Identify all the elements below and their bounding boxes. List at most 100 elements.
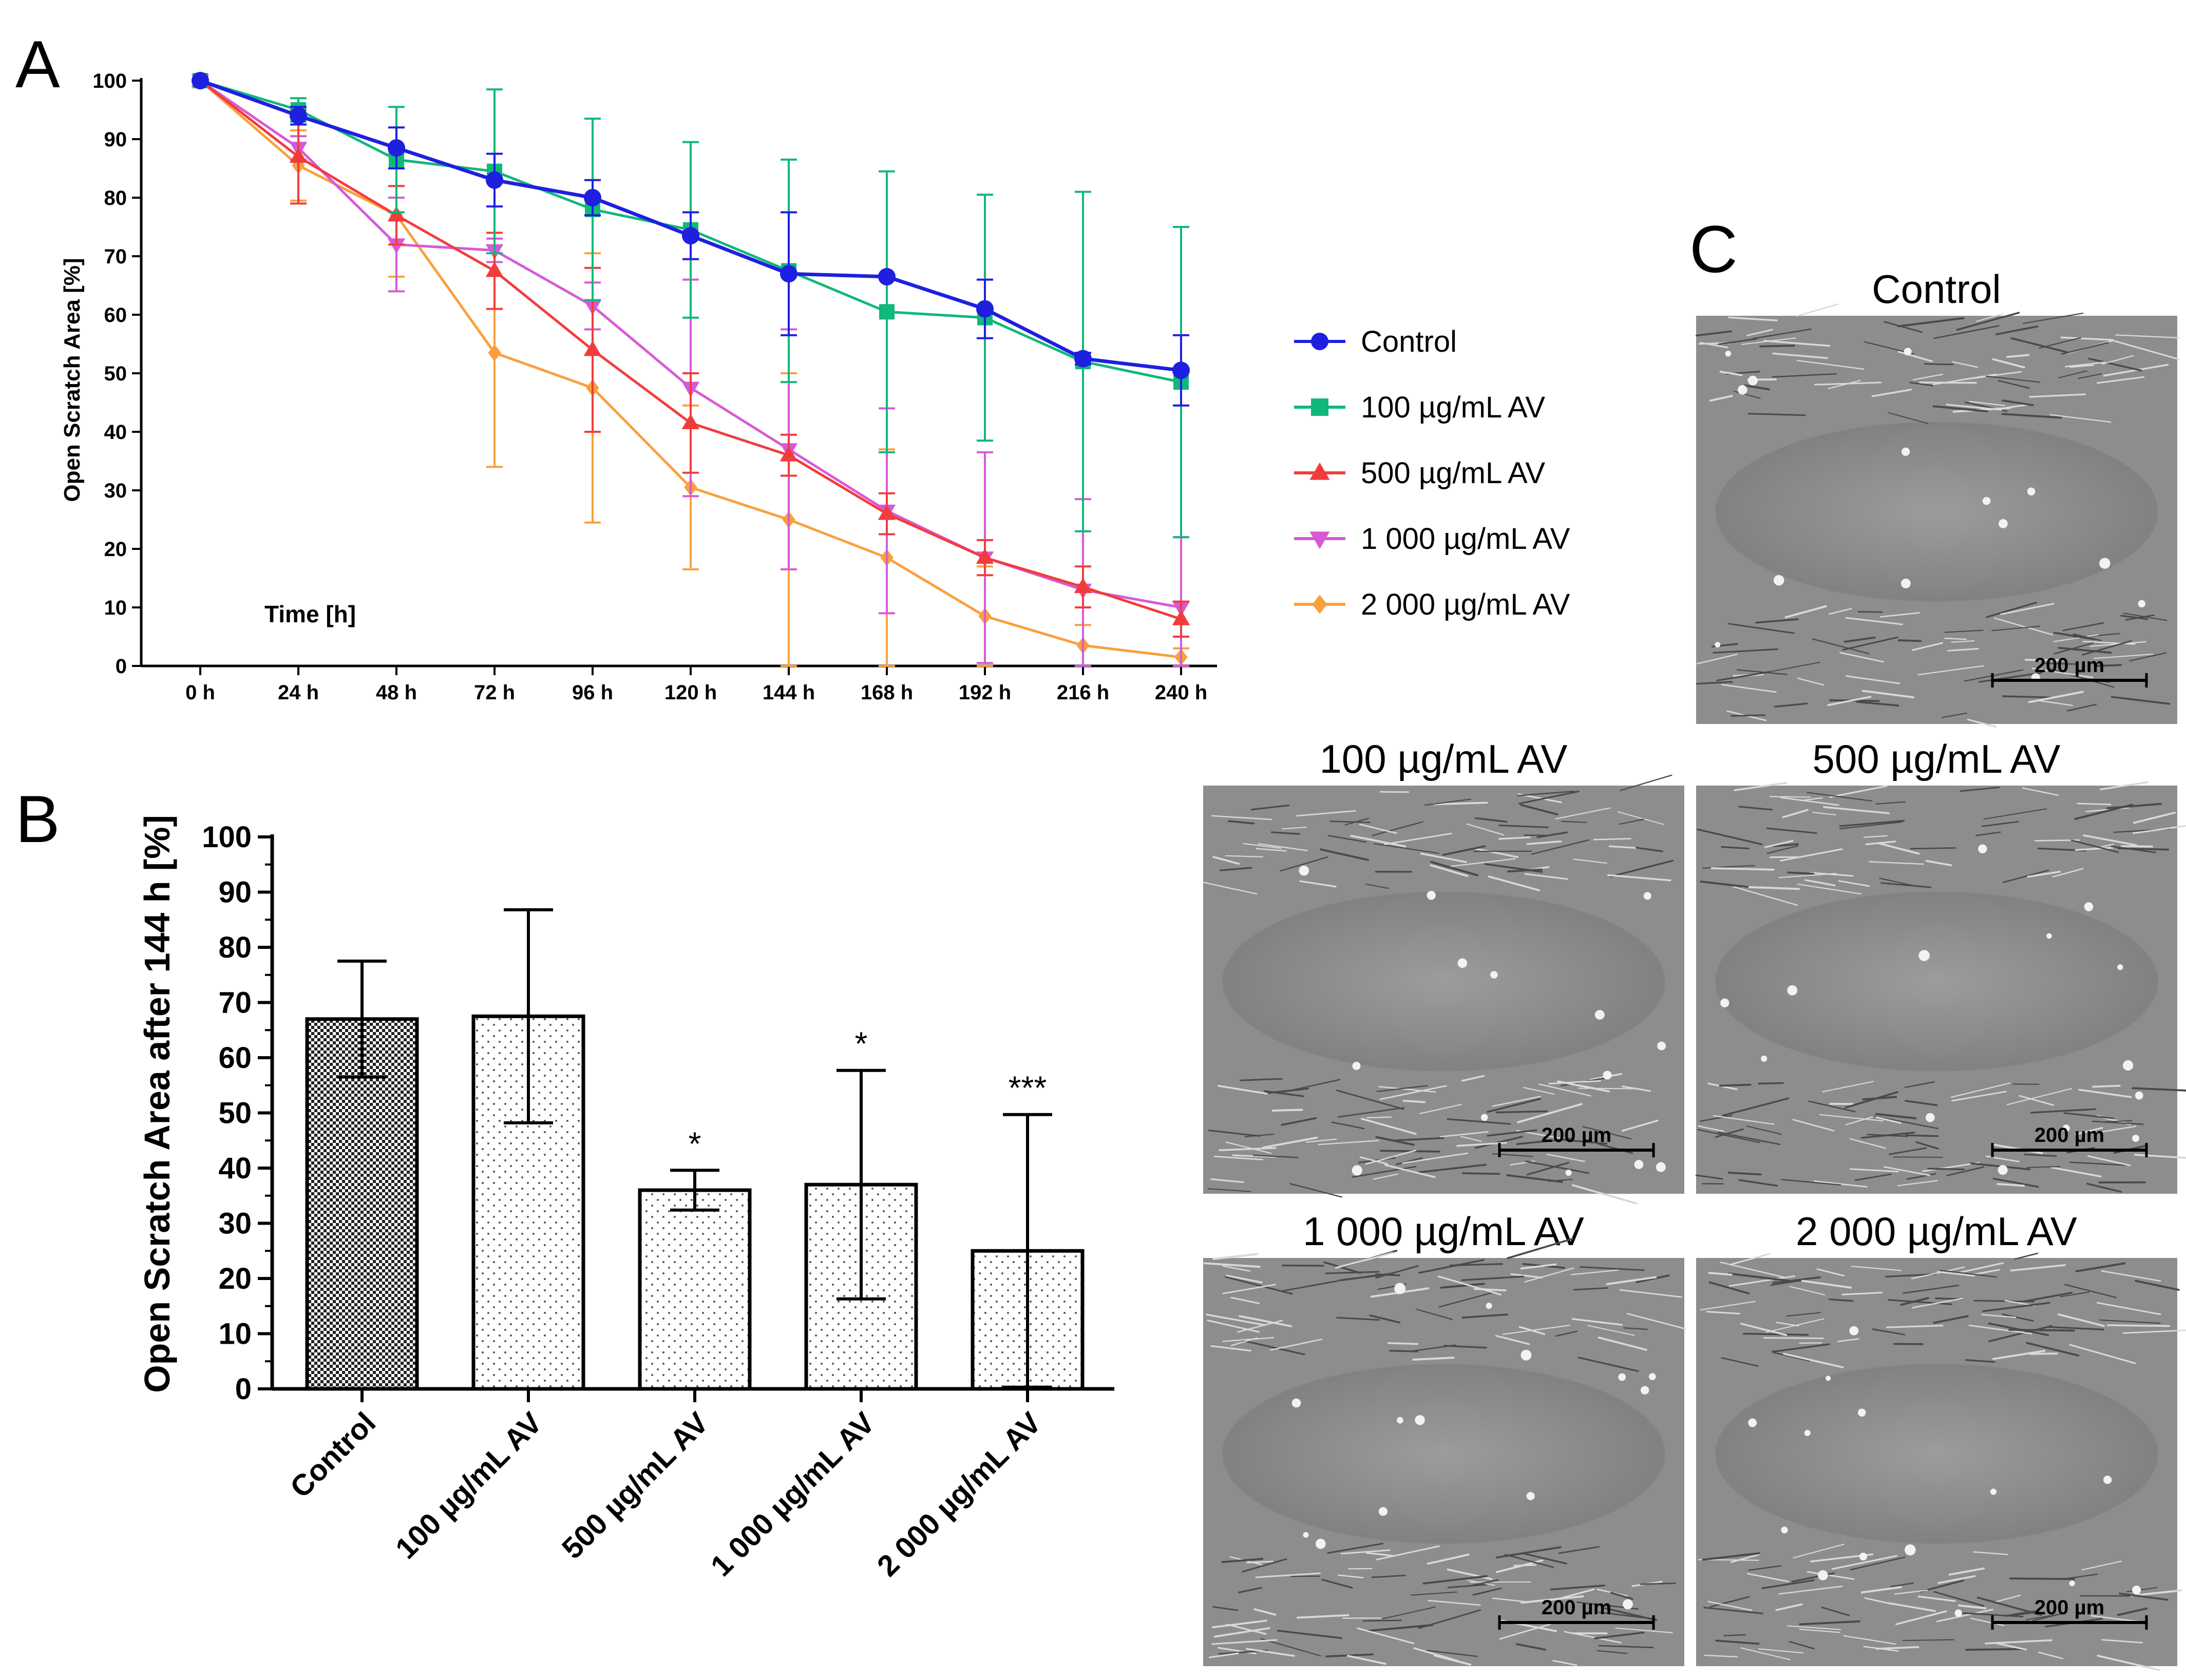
cell-texture [1626, 1313, 1687, 1330]
cell-texture [2087, 1155, 2131, 1167]
cell-texture [1375, 1136, 1415, 1146]
cell-texture [1402, 1152, 1469, 1164]
data-point [486, 171, 503, 189]
cell-texture [1636, 847, 1664, 852]
cell-texture [2077, 803, 2112, 806]
cell-texture [1781, 1179, 1841, 1186]
cell-texture [1812, 811, 1836, 816]
cell-highlight [2103, 1475, 2112, 1484]
cell-texture [1610, 860, 1674, 877]
cell-texture [1911, 1266, 1965, 1280]
cell-texture [2066, 703, 2097, 712]
cell-texture [1860, 1586, 1902, 1594]
cell-texture [1778, 1586, 1843, 1595]
cell-texture [1831, 1555, 1898, 1570]
cell-highlight [1397, 1417, 1403, 1424]
cell-texture [1829, 608, 1852, 615]
cell-texture [1947, 648, 1979, 652]
micrograph: Control 200 µm [1696, 266, 2180, 728]
cell-texture [1964, 669, 2024, 682]
cell-texture [1828, 379, 1861, 389]
cell-highlight [2132, 1586, 2141, 1595]
cell-texture [2014, 1252, 2038, 1260]
cell-texture [1773, 1351, 1811, 1362]
cell-texture [1246, 1648, 1295, 1657]
cell-texture [1837, 1338, 1859, 1343]
cell-highlight [1486, 1303, 1492, 1309]
cell-texture [1555, 807, 1611, 819]
cell-texture [1710, 867, 1775, 871]
cell-texture [1909, 381, 1934, 387]
cell-texture [1723, 1634, 1746, 1637]
cell-texture [1499, 1623, 1551, 1640]
cell-texture [1210, 1178, 1245, 1183]
cell-texture [2134, 1154, 2186, 1159]
chart-a-xtick-label: 120 h [664, 681, 717, 704]
cell-texture [1719, 371, 1743, 376]
cell-highlight [1900, 578, 1911, 588]
cell-texture [1346, 1655, 1386, 1665]
cell-texture [1877, 842, 1920, 855]
chart-b-ytick-label: 80 [218, 931, 252, 964]
cell-highlight [1352, 1062, 1361, 1070]
cell-texture [1296, 1614, 1349, 1619]
cell-texture [2058, 370, 2088, 378]
cell-texture [1495, 1334, 1530, 1345]
cell-texture [2133, 825, 2186, 834]
panel-a-label: A [15, 27, 60, 102]
cell-texture [1906, 1173, 1936, 1180]
cell-texture [1262, 1136, 1318, 1149]
cell-texture [1352, 1166, 1417, 1178]
cell-highlight [1918, 950, 1930, 961]
cell-texture [1327, 835, 1367, 843]
cell-texture [1786, 1625, 1841, 1630]
cell-texture [1696, 330, 1732, 337]
cell-texture [1416, 1308, 1453, 1320]
cell-texture [1721, 684, 1777, 693]
cell-texture [1845, 1091, 1899, 1109]
micrograph-title: Control [1872, 266, 2001, 312]
cell-texture [2073, 633, 2102, 641]
cell-texture [1251, 805, 1290, 811]
cell-texture [1736, 669, 1788, 675]
cell-texture [1905, 1134, 1939, 1137]
micrograph-title: 100 µg/mL AV [1320, 736, 1568, 781]
cell-texture [2023, 1291, 2073, 1303]
chart-b-ytick-label: 20 [218, 1262, 252, 1295]
cell-texture [1746, 1125, 1782, 1135]
cell-texture [2097, 664, 2122, 667]
cell-texture [2002, 399, 2034, 407]
cell-texture [2065, 361, 2106, 368]
cell-texture [1863, 835, 1888, 838]
cell-texture [1498, 825, 1549, 828]
cell-texture [1598, 1645, 1654, 1649]
cell-texture [1607, 874, 1671, 882]
data-point [878, 268, 896, 285]
cell-texture [1976, 313, 2004, 322]
cell-texture [1357, 1627, 1415, 1645]
cell-texture [1204, 1262, 1261, 1268]
cell-texture [1842, 636, 1898, 651]
cell-texture [1879, 877, 1916, 887]
cell-texture [1780, 848, 1843, 862]
cell-texture [1753, 328, 1812, 339]
cell-texture [1827, 696, 1872, 707]
cell-texture [1839, 652, 1884, 663]
cell-texture [1211, 1639, 1278, 1645]
cell-texture [1320, 848, 1370, 861]
cell-texture [1772, 1276, 1821, 1284]
scale-bar-label: 200 µm [2035, 654, 2104, 677]
cell-highlight [1648, 1373, 1656, 1380]
cell-texture [1819, 1114, 1884, 1122]
cell-texture [1573, 858, 1608, 864]
cell-texture [1367, 1624, 1433, 1632]
cell-highlight [1394, 1283, 1406, 1294]
cell-texture [2010, 337, 2070, 354]
cell-texture [1450, 858, 1516, 867]
data-point [1074, 350, 1092, 368]
cell-texture [1579, 1266, 1645, 1271]
cell-highlight [1990, 1488, 1997, 1495]
cell-texture [1816, 1268, 1845, 1277]
cell-texture [1722, 1097, 1790, 1117]
cell-texture [1936, 1609, 1994, 1622]
